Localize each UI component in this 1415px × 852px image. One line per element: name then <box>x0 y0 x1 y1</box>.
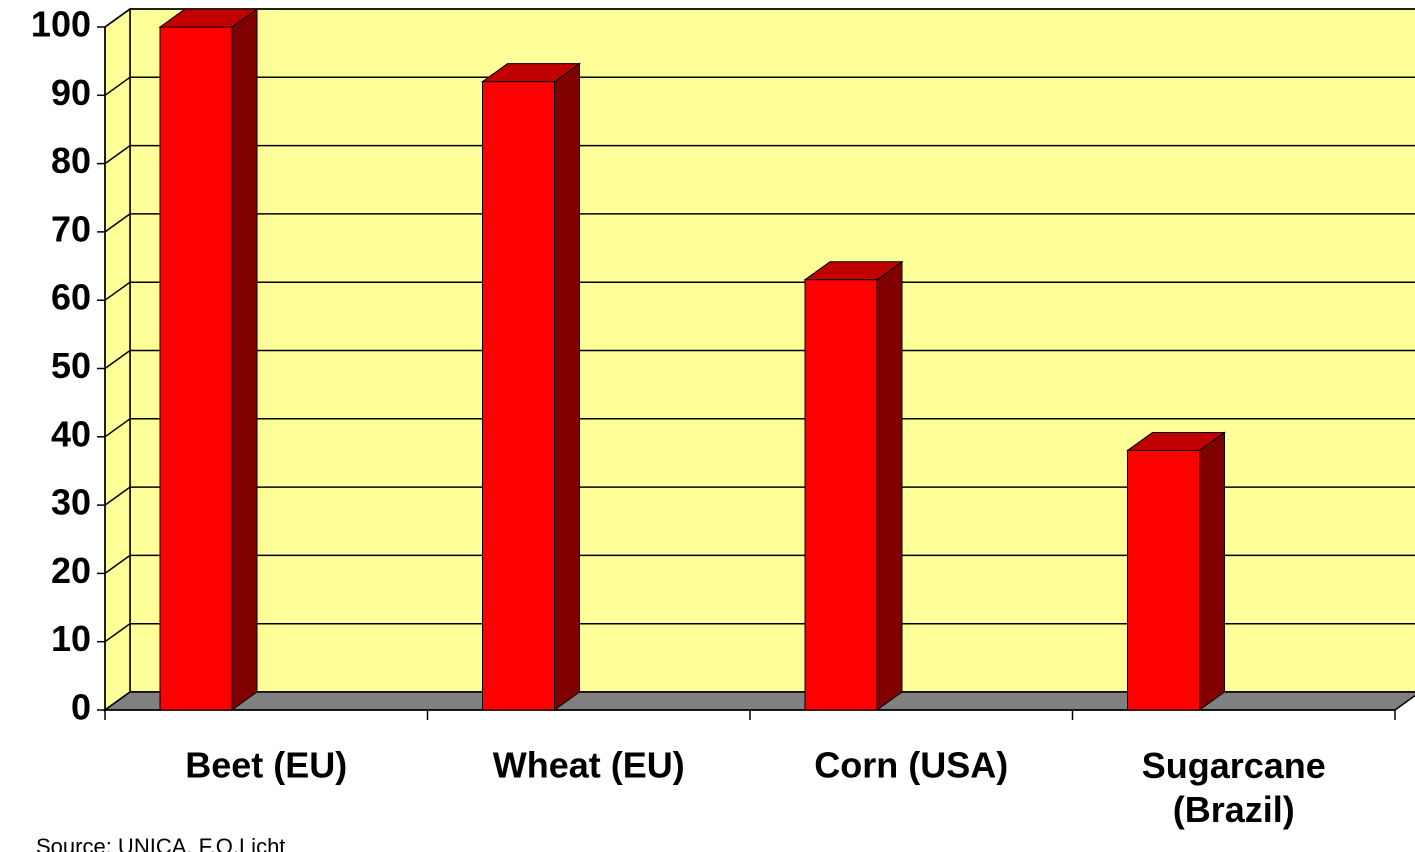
bar <box>1125 431 1227 711</box>
y-tick-label: 60 <box>51 277 91 318</box>
x-tick-label: Corn (USA) <box>814 745 1008 786</box>
side-grid-line <box>104 554 131 575</box>
bar-side <box>876 260 903 711</box>
bar <box>480 62 582 711</box>
y-tick-label: 80 <box>51 140 91 181</box>
side-grid-line <box>104 349 131 370</box>
bar <box>158 8 259 711</box>
side-grid-line <box>104 623 131 643</box>
bar-front <box>159 26 233 711</box>
y-tick-label: 30 <box>51 482 91 523</box>
y-tick-label: 0 <box>71 687 91 728</box>
y-tick-label: 40 <box>51 413 91 454</box>
side-grid-line <box>104 144 131 165</box>
side-grid-line <box>104 418 131 438</box>
y-tick-label: 70 <box>51 208 91 249</box>
y-tick-label: 10 <box>51 618 91 659</box>
bar <box>803 260 904 711</box>
y-tick-label: 50 <box>51 345 91 386</box>
x-tick-label: Beet (EU) <box>185 745 347 786</box>
side-grid-line <box>104 486 131 506</box>
source-note: Source: UNICA, F.O.Licht <box>36 834 285 852</box>
bar-front <box>1127 449 1200 711</box>
x-tick-label: Wheat (EU) <box>493 745 685 786</box>
side-grid-line <box>104 213 131 233</box>
y-tick-label: 90 <box>51 72 91 113</box>
x-tick-label: Sugarcane (Brazil) <box>1142 745 1326 830</box>
bar-side <box>1199 431 1225 711</box>
bar-side <box>231 8 258 711</box>
side-grid-line <box>104 8 131 28</box>
bar-front <box>482 81 555 711</box>
y-tick-label: 100 <box>31 4 91 45</box>
bar-front <box>804 279 878 711</box>
side-grid-line <box>104 281 131 301</box>
y-tick-label: 20 <box>51 550 91 591</box>
side-grid-line <box>104 76 131 96</box>
bar-side <box>554 62 580 711</box>
